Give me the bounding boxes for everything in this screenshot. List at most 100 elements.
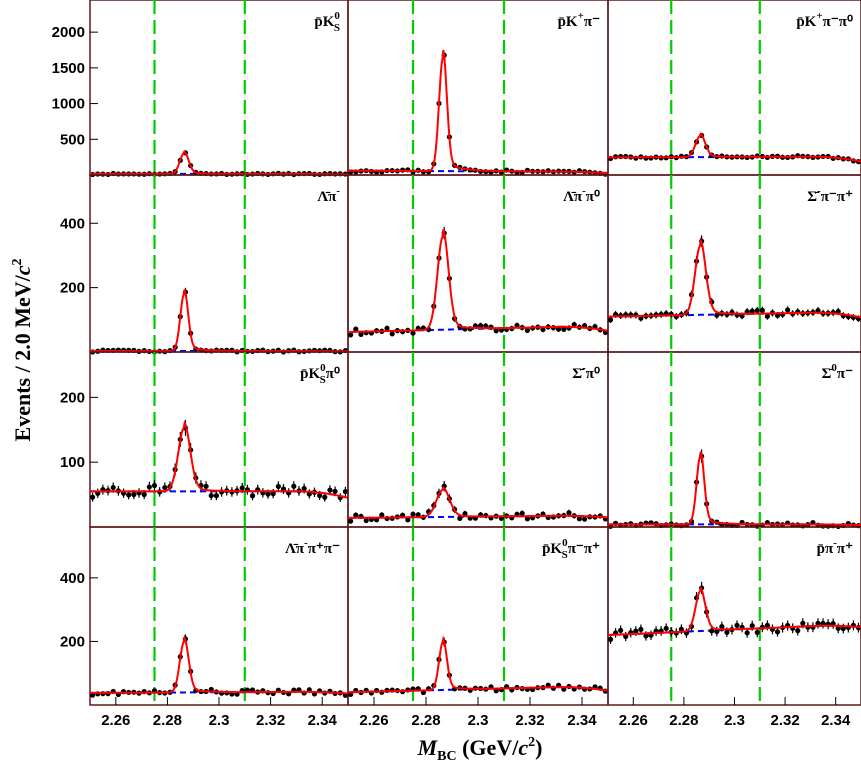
panel-9: 200 400 2.26 2.28 2.3 2.32 2.34 Λ̄π-π⁺π⁻ [60, 526, 349, 729]
x-tick-label: 2.28 [411, 712, 440, 729]
panel-label: p̄K0 Sπ⁰ [300, 362, 340, 386]
y-tick-label: 1000 [52, 96, 85, 113]
data-point [332, 488, 338, 494]
fit-curve [90, 420, 349, 499]
x-tick-label: 2.26 [619, 712, 648, 729]
data-point [820, 620, 826, 626]
data-point [265, 491, 271, 497]
fit-curve [607, 585, 861, 637]
data-point [353, 512, 359, 518]
data-point [785, 307, 791, 313]
data-point [358, 331, 364, 337]
data-point [749, 308, 755, 314]
x-tick-label: 2.3 [468, 712, 489, 729]
x-axis-title: MBC (GeV/c2) [417, 735, 543, 764]
data-points [607, 132, 861, 165]
data-point [462, 511, 468, 517]
y-tick-label: 200 [60, 280, 85, 297]
data-point [709, 628, 715, 634]
data-point [571, 321, 577, 328]
panel-0: 500 1000 1500 2000 p̄K0 S [52, 0, 349, 178]
data-point [379, 512, 385, 518]
data-point [607, 317, 614, 323]
data-point [774, 629, 781, 635]
data-point [561, 326, 567, 332]
fit-curve [608, 451, 861, 527]
data-point [457, 515, 463, 521]
data-point [203, 483, 209, 489]
fit-curve [608, 132, 861, 163]
data-point [327, 487, 333, 493]
data-point [678, 626, 684, 632]
fit-curve [348, 50, 608, 175]
data-point [724, 629, 730, 635]
data-point [322, 494, 328, 500]
data-points [89, 287, 349, 355]
data-point [162, 484, 168, 491]
data-point [317, 492, 323, 499]
panel-5: Σ̄-π⁻π⁺ [607, 174, 861, 353]
data-point [840, 625, 846, 632]
x-tick-label: 2.26 [101, 712, 130, 729]
data-point [566, 510, 572, 516]
x-tick-label: 2.26 [359, 712, 388, 729]
data-point [208, 492, 214, 499]
data-point [795, 628, 801, 634]
panel-label: Σ̄0π⁻ [822, 362, 854, 382]
panel-7: Σ̄-π⁰ [347, 351, 609, 528]
panel-2: p̄K+π⁻π⁰ [607, 0, 861, 176]
data-point [618, 627, 624, 634]
data-points [607, 449, 861, 529]
data-point [734, 622, 740, 628]
panel-label: Σ̄-π⁻π⁺ [807, 185, 853, 205]
fit-curve [90, 634, 349, 695]
data-points [89, 419, 349, 503]
y-tick-label: 2000 [52, 24, 85, 41]
y-axis-title: Events / 2.0 MeV/c2 [10, 259, 35, 442]
x-tick-label: 2.32 [770, 712, 799, 729]
y-tick-label: 500 [60, 131, 85, 148]
data-point [410, 511, 416, 517]
panel-6: 100 200 p̄K0 Sπ⁰ [60, 351, 349, 528]
panel-label: p̄π-π⁺ [817, 537, 853, 557]
data-point [213, 493, 220, 499]
data-point [582, 516, 588, 522]
panel-1: p̄K+π⁻ [347, 0, 609, 177]
data-point [524, 516, 531, 522]
data-point [754, 629, 760, 636]
fit-curve [348, 229, 609, 333]
data-points [89, 634, 349, 698]
panel-label: Λ̄π-π⁺π⁻ [285, 537, 340, 557]
data-point [415, 512, 421, 518]
data-point [280, 486, 287, 492]
y-tick-label: 400 [60, 215, 85, 232]
panel-label: Λ̄π-π⁰ [563, 185, 600, 205]
data-point [131, 491, 137, 498]
data-point [126, 492, 132, 498]
y-tick-label: 400 [60, 570, 85, 587]
data-point [663, 625, 669, 631]
x-tick-label: 2.34 [567, 712, 597, 729]
data-point [540, 326, 546, 333]
panel-11: 2.26 2.28 2.3 2.32 2.34 p̄π-π⁺ [607, 526, 861, 729]
data-point [749, 623, 755, 629]
data-point [405, 517, 411, 523]
data-point [744, 630, 750, 636]
data-point [348, 332, 354, 338]
panel-frame [347, 351, 609, 528]
x-tick-label: 2.32 [256, 712, 285, 729]
data-point [478, 323, 484, 329]
panel-label: p̄K0 Sπ⁻π⁺ [542, 537, 600, 561]
data-point [815, 620, 821, 626]
x-tick-label: 2.32 [515, 712, 544, 729]
y-tick-label: 100 [60, 454, 85, 471]
data-point [389, 331, 395, 337]
data-points [348, 52, 609, 177]
data-point [764, 622, 770, 628]
data-point [514, 322, 520, 329]
panel-8: Σ̄0π⁻ [607, 351, 861, 529]
panel-label: p̄K+π⁻ [558, 10, 601, 30]
data-point [714, 312, 720, 318]
panel-label: p̄K0 S [314, 10, 340, 34]
